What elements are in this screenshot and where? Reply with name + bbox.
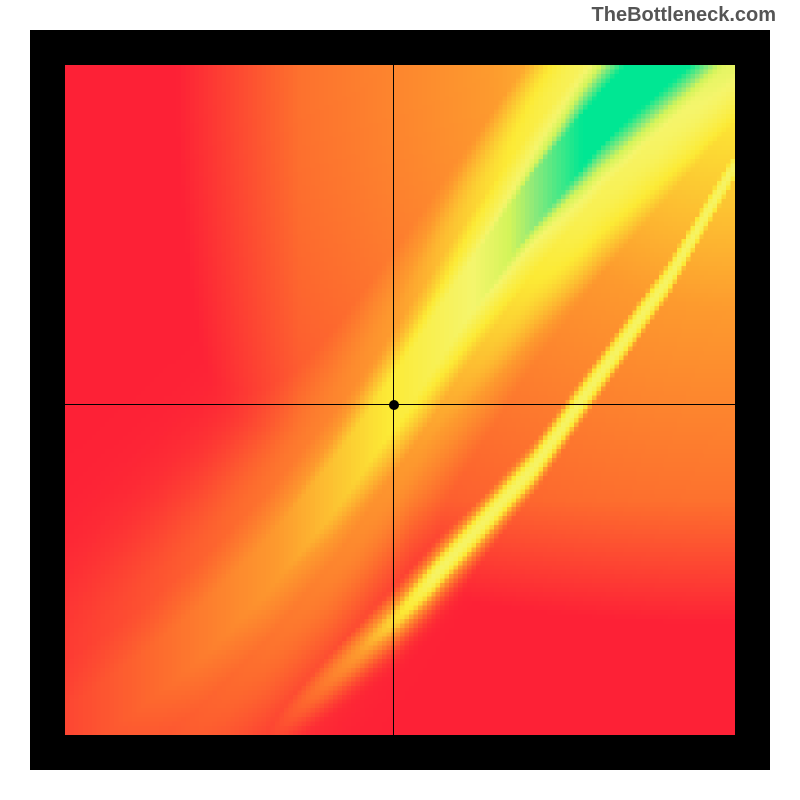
watermark-text: TheBottleneck.com	[592, 4, 776, 27]
selection-marker	[389, 400, 399, 410]
crosshair-horizontal	[65, 404, 735, 405]
chart-container: TheBottleneck.com	[0, 0, 800, 800]
bottleneck-heatmap	[65, 65, 735, 735]
heatmap-frame	[30, 30, 770, 770]
